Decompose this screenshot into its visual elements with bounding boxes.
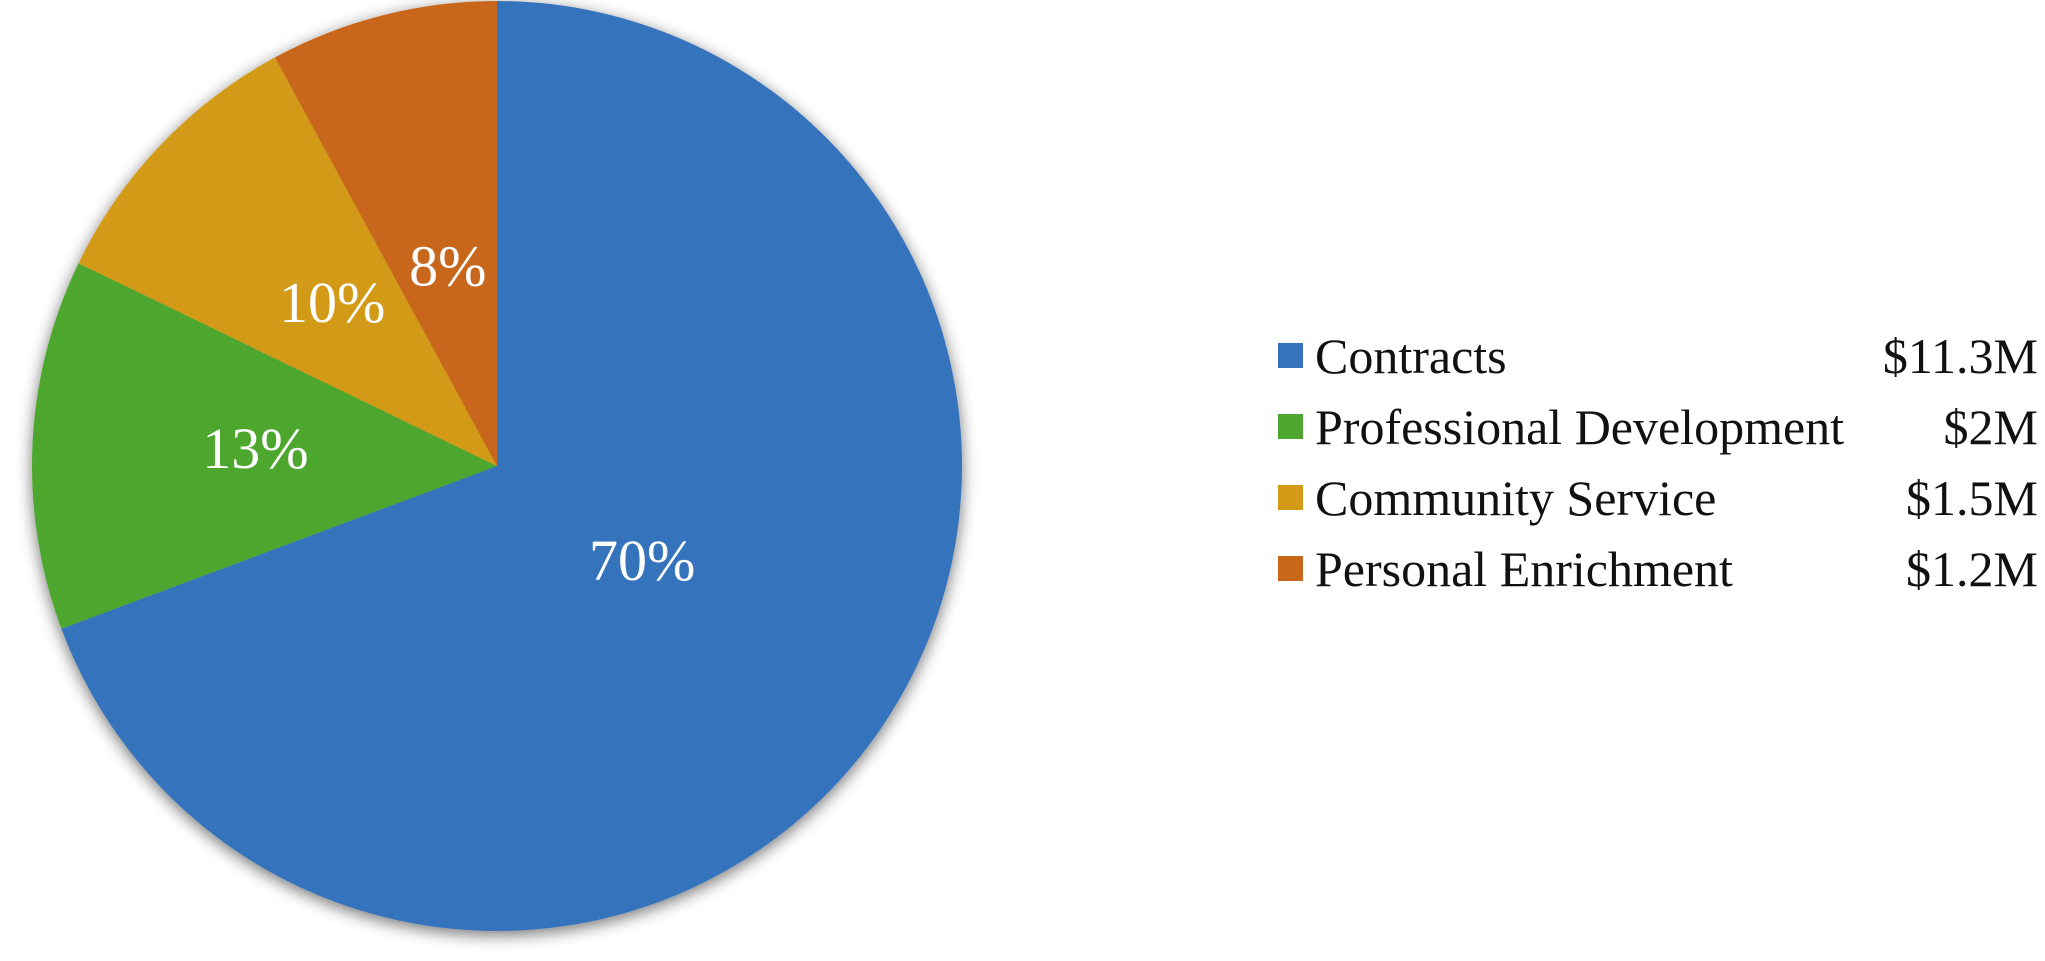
legend-label-professional-development: Professional Development [1315, 398, 1845, 455]
legend-swatch-community-service [1278, 485, 1303, 510]
pie-slice-labels: 70% 13% 10% 8% [202, 234, 695, 594]
slice-label-professional-development: 13% [202, 416, 308, 481]
legend-value-contracts: $11.3M [1882, 327, 2038, 384]
legend-swatch-contracts [1278, 343, 1303, 368]
pie-slice-professional-development [31, 263, 497, 629]
slice-label-personal-enrichment: 8% [409, 234, 486, 299]
legend-item-personal-enrichment: Personal Enrichment $1.2M [1278, 533, 2038, 604]
pie-slice-personal-enrichment [275, 1, 497, 466]
legend-value-professional-development: $2M [1943, 398, 2038, 455]
legend-value-personal-enrichment: $1.2M [1906, 540, 2038, 597]
legend-label-community-service: Community Service [1315, 469, 1717, 526]
slice-label-community-service: 10% [279, 270, 385, 335]
legend-swatch-personal-enrichment [1278, 556, 1303, 581]
legend-swatch-professional-development [1278, 414, 1303, 439]
legend-item-community-service: Community Service $1.5M [1278, 462, 2038, 533]
legend-value-community-service: $1.5M [1906, 469, 2038, 526]
pie-slice-community-service [78, 57, 497, 467]
legend-label-contracts: Contracts [1315, 327, 1507, 384]
legend-item-contracts: Contracts $11.3M [1278, 320, 2038, 391]
legend-label-personal-enrichment: Personal Enrichment [1315, 540, 1733, 597]
legend-item-professional-development: Professional Development $2M [1278, 391, 2038, 462]
pie-slice-contracts [61, 1, 963, 932]
slice-label-contracts: 70% [589, 528, 695, 593]
pie-slices [31, 1, 963, 932]
pie-plot-area: 70% 13% 10% 8% [31, 1, 963, 932]
legend: Contracts $11.3M Professional Developmen… [1278, 320, 2038, 604]
